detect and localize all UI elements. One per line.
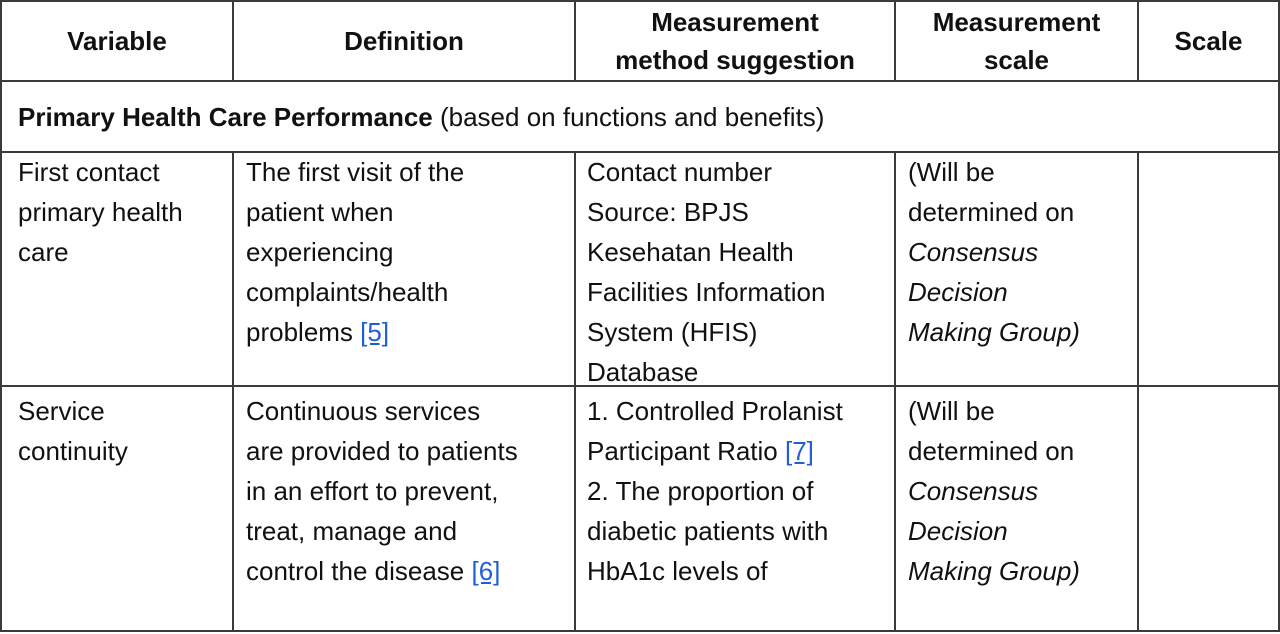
- col-divider-3: [894, 151, 896, 632]
- cell-line: continuity: [18, 436, 128, 466]
- cell-text: control the disease: [246, 556, 472, 586]
- col-divider-1: [232, 151, 234, 632]
- cell-line: care: [18, 237, 69, 267]
- cell-line: Making Group): [908, 556, 1080, 586]
- cell-line: control the disease [6]: [246, 551, 518, 591]
- col-divider-4: [1137, 151, 1139, 632]
- cell-line: complaints/health: [246, 277, 449, 307]
- row1-variable: First contact primary health care: [18, 152, 183, 272]
- col-divider-3-header: [894, 0, 896, 81]
- col-divider-2-header: [574, 0, 576, 81]
- cell-line: Facilities Information: [587, 277, 826, 307]
- cell-line: determined on: [908, 197, 1075, 227]
- table-border-bottom: [0, 630, 1280, 632]
- row1-definition: The first visit of the patient when expe…: [246, 152, 464, 352]
- header-method-line: Measurement: [651, 7, 819, 37]
- cell-line: The first visit of the: [246, 157, 465, 187]
- table-border-right: [1278, 0, 1280, 632]
- header-measurement-scale: Measurement scale: [896, 2, 1137, 80]
- cell-line: Consensus: [908, 237, 1039, 267]
- header-variable: Variable: [2, 2, 232, 80]
- row2-definition: Continuous services are provided to pati…: [246, 391, 518, 591]
- cell-line: diabetic patients with: [587, 516, 829, 546]
- cell-line: 1. Controlled Prolanist: [587, 396, 843, 426]
- cell-line: determined on: [908, 436, 1075, 466]
- header-scale-line: Measurement: [932, 7, 1101, 37]
- row2-variable: Service continuity: [18, 391, 128, 471]
- cell-line: Source: BPJS: [587, 197, 749, 227]
- header-scale-line: scale: [983, 45, 1050, 75]
- header-definition-text: Definition: [344, 26, 464, 56]
- cell-line: System (HFIS): [587, 317, 758, 347]
- section-divider: [0, 151, 1280, 153]
- cell-line: HbA1c levels of: [587, 556, 768, 586]
- header-method-line: method suggestion: [615, 45, 855, 75]
- cell-line: Contact number: [587, 157, 772, 187]
- header-scale: Scale: [1139, 2, 1278, 80]
- row-divider: [0, 385, 1280, 387]
- cell-line: Consensus: [908, 476, 1039, 506]
- table-border-top: [0, 0, 1280, 2]
- cell-line: 2. The proportion of: [587, 476, 814, 506]
- cell-line: Participant Ratio [7]: [587, 431, 843, 471]
- row2-method: 1. Controlled Prolanist Participant Rati…: [587, 391, 843, 591]
- header-variable-text: Variable: [67, 26, 167, 56]
- citation-link[interactable]: [7]: [784, 436, 814, 466]
- row1-method: Contact number Source: BPJS Kesehatan He…: [587, 152, 825, 392]
- cell-line: First contact: [18, 157, 160, 187]
- cell-line: problems [5]: [246, 312, 464, 352]
- table-border-left: [0, 0, 2, 632]
- section-title-bold: Primary Health Care Performance: [18, 102, 433, 132]
- cell-line: in an effort to prevent,: [246, 476, 499, 506]
- cell-text: Participant Ratio: [587, 436, 785, 466]
- cell-line: treat, manage and: [246, 516, 458, 546]
- cell-line: Decision: [908, 516, 1008, 546]
- col-divider-1-header: [232, 0, 234, 81]
- cell-line: patient when: [246, 197, 394, 227]
- cell-line: Database: [587, 357, 699, 387]
- cell-line: Service: [18, 396, 105, 426]
- cell-text: problems: [246, 317, 361, 347]
- row1-measurement-scale: (Will be determined on Consensus Decisio…: [908, 152, 1080, 352]
- cell-line: Kesehatan Health: [587, 237, 794, 267]
- cell-line: primary health: [18, 197, 183, 227]
- cell-line: Making Group): [908, 317, 1080, 347]
- cell-line: experiencing: [246, 237, 394, 267]
- section-title: Primary Health Care Performance (based o…: [18, 98, 824, 136]
- header-definition: Definition: [234, 2, 574, 80]
- row2-measurement-scale: (Will be determined on Consensus Decisio…: [908, 391, 1080, 591]
- cell-line: Continuous services: [246, 396, 481, 426]
- citation-link[interactable]: [5]: [360, 317, 390, 347]
- cell-line: (Will be: [908, 157, 995, 187]
- header-divider: [0, 80, 1280, 82]
- col-divider-4-header: [1137, 0, 1139, 81]
- cell-line: (Will be: [908, 396, 995, 426]
- section-title-rest: (based on functions and benefits): [432, 102, 825, 132]
- cell-line: are provided to patients: [246, 436, 518, 466]
- header-scale-text: Scale: [1174, 26, 1243, 56]
- cell-line: Decision: [908, 277, 1008, 307]
- col-divider-2: [574, 151, 576, 632]
- citation-link[interactable]: [6]: [471, 556, 501, 586]
- header-measurement-method: Measurement method suggestion: [576, 2, 894, 80]
